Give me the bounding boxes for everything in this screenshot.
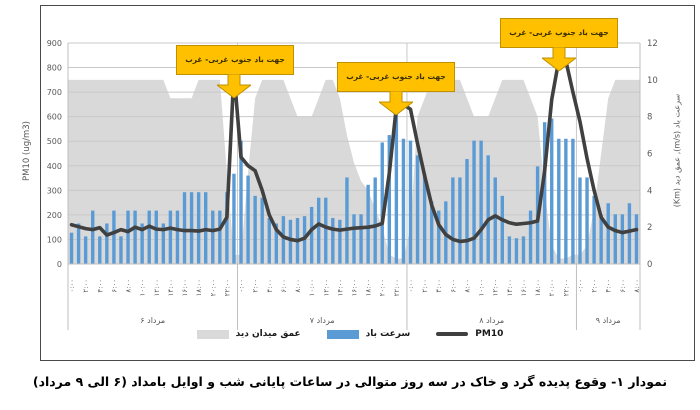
- wind-direction-callout-2: جهت باد جنوب غربی- غرب: [337, 62, 455, 115]
- legend-item-wind: سرعت باد: [326, 329, 411, 339]
- legend-item-pm10: PM10: [436, 329, 503, 339]
- left-axis-title: PM10 (ug/m3): [22, 121, 32, 181]
- wind-swatch-icon: [326, 329, 359, 339]
- pm10-swatch-icon: [436, 332, 469, 336]
- legend-label: PM10: [475, 329, 504, 339]
- chart-legend: عمق میدان دید سرعت باد PM10: [0, 329, 700, 339]
- right-axis-title: سرعت باد (m/s), عمق دید (Km): [672, 93, 682, 208]
- callout-text: جهت باد جنوب غربی- غرب: [500, 18, 618, 48]
- wind-direction-callout-1: جهت باد جنوب غربی- غرب: [176, 45, 294, 98]
- down-arrow-icon: [379, 91, 413, 115]
- callout-text: جهت باد جنوب غربی- غرب: [337, 62, 455, 92]
- callout-text: جهت باد جنوب غربی- غرب: [176, 45, 294, 75]
- legend-item-visibility: عمق میدان دید: [196, 329, 301, 339]
- figure-caption: نمودار ۱- وقوع پدیده گرد و خاک در سه روز…: [32, 374, 668, 389]
- down-arrow-icon: [542, 47, 576, 71]
- legend-label: عمق میدان دید: [235, 329, 301, 339]
- down-arrow-icon: [217, 74, 251, 98]
- wind-direction-callout-3: جهت باد جنوب غربی- غرب: [500, 18, 618, 71]
- visibility-swatch-icon: [196, 329, 229, 339]
- legend-label: سرعت باد: [365, 329, 411, 339]
